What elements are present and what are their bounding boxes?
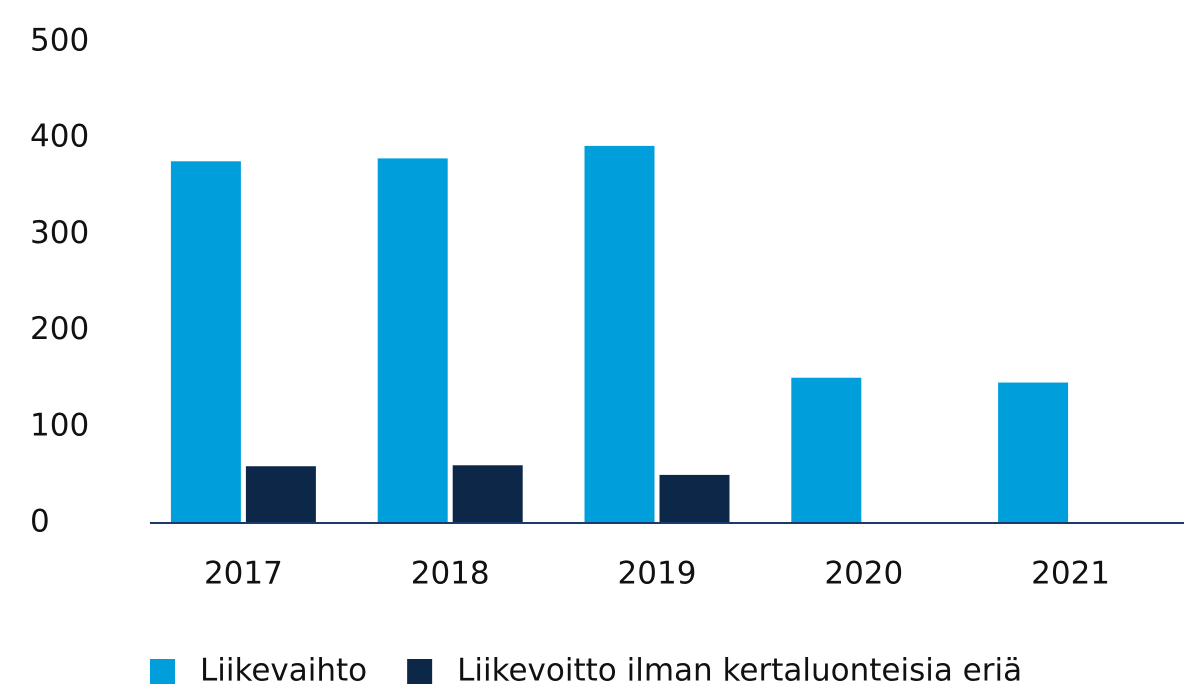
- x-tick-label: 2018: [411, 556, 490, 592]
- x-tick-label: 2017: [204, 556, 283, 592]
- y-tick-label: 500: [30, 23, 89, 59]
- x-tick-label: 2020: [824, 556, 903, 592]
- bar: [584, 145, 655, 523]
- bar: [659, 474, 730, 523]
- legend-swatch: [407, 659, 433, 684]
- bar: [377, 158, 448, 524]
- y-tick-label: 200: [30, 311, 89, 347]
- bar: [170, 161, 241, 523]
- bar: [245, 466, 316, 523]
- legend-label: Liikevoitto ilman kertaluonteisia eriä: [457, 653, 1022, 689]
- legend-label: Liikevaihto: [200, 653, 367, 689]
- y-tick-label: 300: [30, 215, 89, 251]
- bar: [998, 382, 1069, 523]
- legend-swatch: [150, 659, 175, 684]
- y-tick-label: 100: [30, 407, 89, 443]
- x-tick-label: 2019: [618, 556, 697, 592]
- y-tick-label: 0: [30, 504, 50, 540]
- bar: [791, 377, 862, 523]
- x-tick-label: 2021: [1031, 556, 1110, 592]
- bar: [452, 465, 523, 523]
- y-tick-label: 400: [30, 119, 89, 155]
